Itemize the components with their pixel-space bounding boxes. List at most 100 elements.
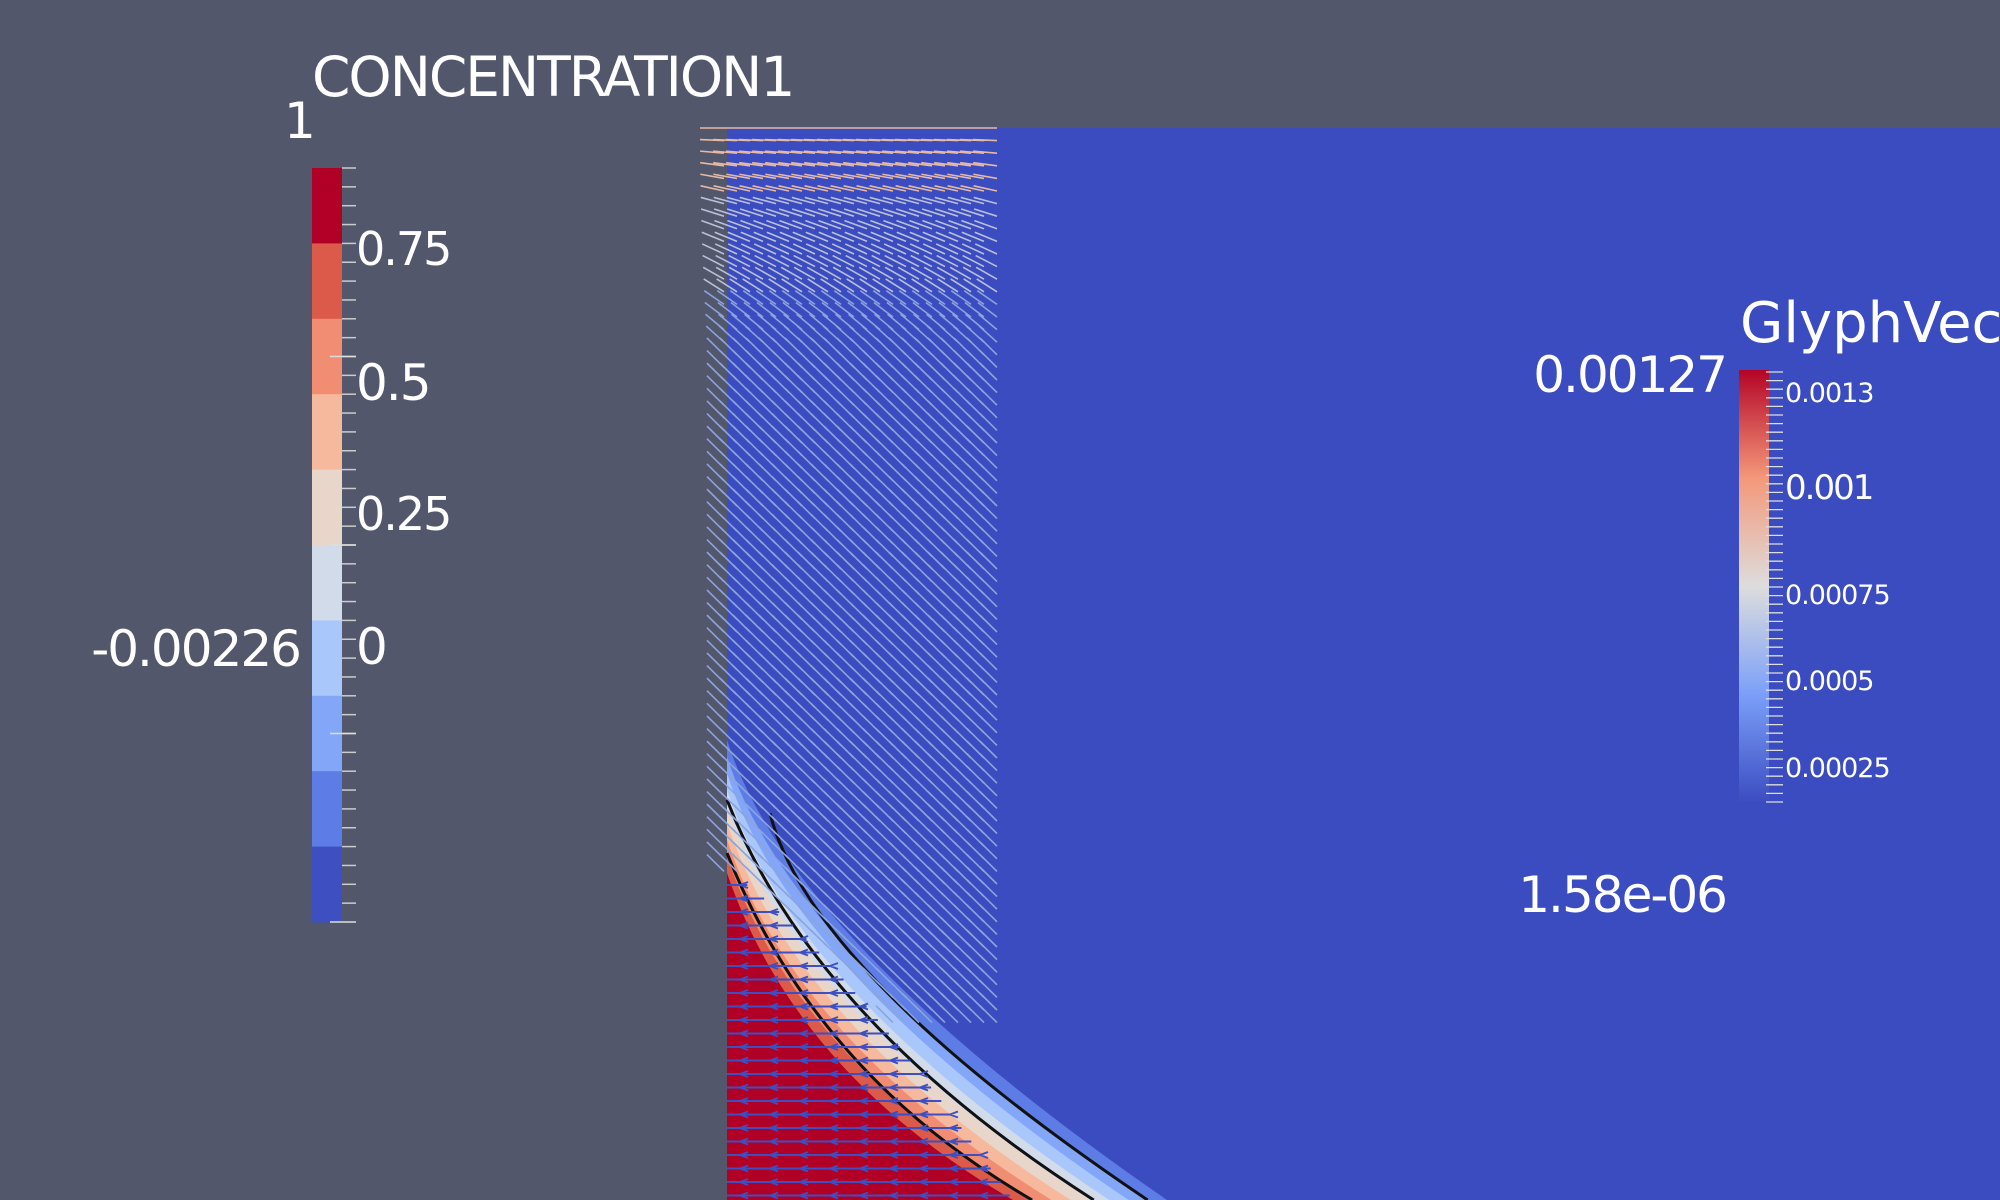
vector-glyph-row: [706, 765, 998, 784]
vector-glyph-row: [701, 231, 998, 243]
vector-glyph-row: [727, 1056, 911, 1065]
colorbar-band: [312, 394, 342, 471]
vector-glyph-row: [706, 702, 998, 721]
vector-glyph-row: [727, 1043, 900, 1051]
vector-glyph-row: [706, 677, 998, 696]
vector-glyph-row: [862, 979, 998, 998]
vector-glyph-row: [727, 1002, 869, 1011]
vector-glyph-row: [702, 266, 998, 280]
vector-glyph-row: [727, 1097, 942, 1105]
concentration-tick-label: 0.5: [356, 354, 432, 412]
vector-glyph-row: [706, 803, 998, 822]
vector-glyph-row: [700, 208, 998, 217]
colorbar-band: [312, 846, 342, 923]
vector-glyph-row: [706, 715, 998, 734]
vector-glyph-row: [704, 301, 998, 318]
vector-glyph-row: [700, 185, 998, 192]
colorbar-band: [312, 620, 342, 697]
vector-glyph-row: [706, 400, 998, 419]
vector-glyph-row: [810, 929, 998, 948]
vector-glyph-row: [705, 313, 998, 331]
vector-glyph-row: [700, 173, 998, 180]
vector-glyph-row: [727, 908, 780, 916]
vector-glyph-row: [727, 1178, 1001, 1186]
vector-glyph-row: [758, 879, 998, 898]
vector-glyph-row: [706, 501, 998, 520]
vector-glyph-row: [727, 1124, 962, 1132]
vector-glyph-row: [702, 254, 998, 268]
concentration-band: [727, 873, 1013, 1200]
vector-glyph-row: [706, 538, 998, 557]
glyph-range-min: 1.58e-06: [1518, 866, 1728, 924]
glyph-tick-label: 0.001: [1785, 468, 1874, 508]
glyph-vectors: [699, 127, 1010, 1200]
vector-glyph-row: [727, 948, 820, 957]
vector-glyph-row: [727, 881, 749, 889]
vector-glyph-row: [706, 664, 998, 683]
glyph-tick-label: 0.00075: [1785, 580, 1891, 611]
vector-glyph-row: [706, 778, 998, 797]
vector-glyph-row: [705, 325, 998, 343]
vector-glyph-row: [706, 828, 998, 847]
vector-glyph-row: [745, 866, 998, 885]
vector-glyph-row: [706, 450, 998, 469]
vector-glyph-row: [706, 853, 998, 872]
vector-glyph-row: [797, 916, 998, 935]
vector-glyph-row: [727, 1137, 972, 1146]
vector-glyph-row: [706, 614, 998, 633]
colorbar-band: [312, 771, 342, 848]
vector-glyph-row: [699, 138, 998, 142]
vector-glyph-row: [706, 425, 998, 444]
vector-glyph-row: [706, 475, 998, 494]
vector-glyph-row: [706, 652, 998, 671]
glyph-tick-label: 0.0005: [1785, 666, 1874, 697]
vector-glyph-row: [706, 690, 998, 709]
vector-glyph-row: [703, 290, 998, 306]
vector-glyph-row: [727, 1083, 932, 1092]
colorbar-band: [312, 243, 342, 320]
vector-glyph-row: [700, 150, 998, 154]
concentration-tick-label: 0.75: [356, 222, 452, 276]
vector-glyph-row: [706, 463, 998, 482]
colorbar-band: [312, 545, 342, 621]
glyph-tick-label: 0.00025: [1785, 753, 1891, 784]
glyph-legend-title: GlyphVector: [1740, 291, 2000, 356]
vector-glyph-row: [706, 551, 998, 570]
vector-glyph-row: [706, 639, 998, 658]
vector-glyph-row: [706, 816, 998, 835]
vector-glyph-row: [706, 362, 998, 381]
vector-glyph-row: [875, 992, 998, 1011]
glyph-range-max: 0.00127: [1533, 346, 1728, 404]
vector-glyph-row: [727, 1029, 889, 1038]
vector-glyph-row: [706, 790, 998, 809]
vector-glyph-row: [700, 196, 998, 205]
concentration-colorbar: [312, 167, 356, 923]
vector-glyph-row: [823, 942, 998, 961]
vector-glyph-row: [701, 219, 998, 230]
contour-line: [725, 799, 1095, 1200]
vector-glyph-row: [706, 438, 998, 457]
vector-glyph-row: [875, 1005, 998, 1024]
vector-glyph-row: [727, 989, 856, 997]
concentration-range-min: -0.00226: [91, 620, 302, 678]
vector-glyph-row: [703, 278, 998, 293]
vector-glyph-row: [706, 576, 998, 595]
vector-glyph-row: [706, 564, 998, 583]
concentration-range-max: 1: [284, 92, 316, 150]
colorbar-band: [312, 168, 342, 244]
glyph-colorbar-ticks: [1766, 371, 1783, 803]
vector-glyph-row: [836, 954, 998, 973]
vector-glyph-row: [727, 935, 809, 943]
vector-glyph-row: [727, 1070, 929, 1078]
vector-glyph-row: [706, 740, 998, 759]
vector-glyph-row: [727, 975, 844, 984]
vector-glyph-row: [706, 375, 998, 394]
vector-glyph-row: [727, 1191, 1010, 1200]
glyph-tick-label: 0.0013: [1785, 378, 1874, 409]
vector-glyph-row: [771, 891, 998, 910]
concentration-tick-label: 0.25: [356, 487, 452, 541]
vector-glyph-row: [706, 349, 998, 368]
vector-glyph-row: [727, 962, 839, 970]
vector-glyph-row: [727, 1016, 878, 1024]
